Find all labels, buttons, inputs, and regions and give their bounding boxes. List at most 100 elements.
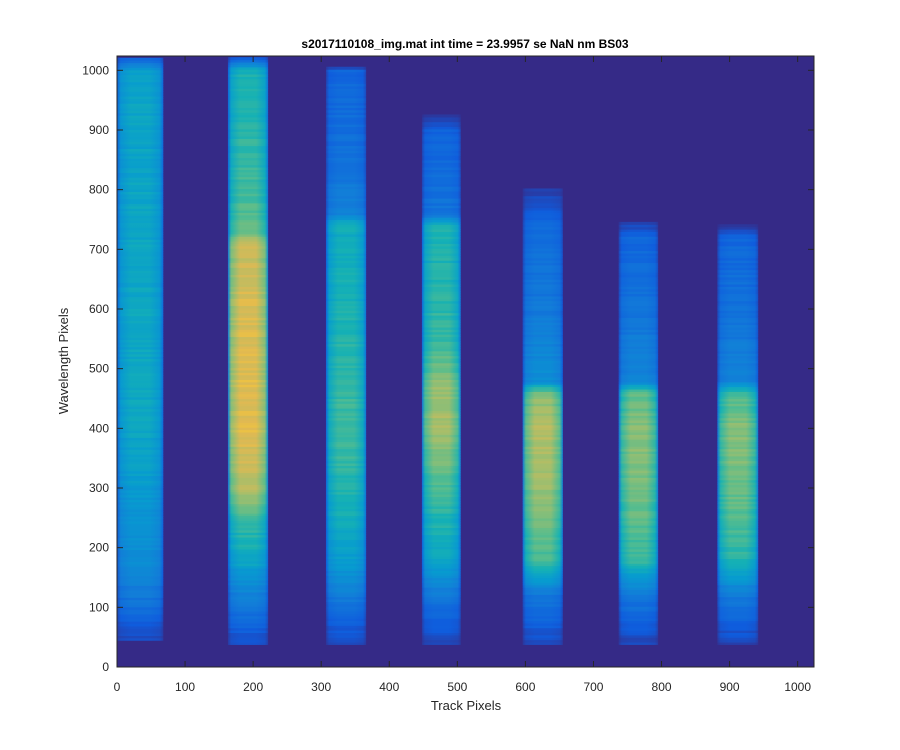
track-row-cell — [325, 384, 367, 388]
track-row-cell — [522, 522, 563, 526]
track-row-cell — [618, 517, 659, 521]
track-row-cell — [325, 97, 367, 101]
track-row-cell — [522, 271, 563, 275]
track-row-cell — [227, 317, 269, 321]
track-row-cell — [421, 219, 461, 223]
track-row-cell — [117, 179, 164, 183]
track-row-cell — [421, 295, 461, 299]
track-row-cell — [717, 248, 759, 252]
track-row-cell — [227, 567, 269, 571]
track-row-cell — [618, 579, 659, 583]
track-row-cell — [117, 62, 164, 66]
track-row-cell — [522, 587, 563, 591]
track-row-cell — [227, 451, 269, 454]
track-row-cell — [522, 405, 563, 409]
track-row-cell — [618, 486, 659, 490]
track-row-cell — [117, 208, 164, 212]
track-row-cell — [325, 570, 367, 574]
track-row-cell — [117, 272, 164, 276]
track-row-cell — [717, 546, 759, 550]
track-row-cell — [227, 539, 269, 543]
track-row-cell — [717, 393, 759, 397]
track-row-cell — [717, 577, 759, 581]
track-row-cell — [421, 209, 461, 213]
track-row-cell — [717, 350, 759, 354]
track-row-cell — [522, 314, 563, 318]
track-row-cell — [717, 620, 759, 624]
track-row-cell — [421, 307, 461, 311]
track-row-cell — [717, 591, 759, 595]
track-row-cell — [227, 291, 269, 295]
track-row-cell — [117, 391, 164, 395]
track-row-cell — [421, 524, 461, 528]
track-row-cell — [421, 377, 461, 381]
track-row-cell — [227, 350, 269, 354]
track-row-cell — [117, 67, 164, 71]
track-row-cell — [522, 255, 563, 259]
track-row-cell — [117, 403, 164, 407]
track-row-cell — [618, 451, 659, 454]
track-row-cell — [421, 472, 461, 476]
track-row-cell — [717, 343, 759, 347]
track-row-cell — [325, 374, 367, 378]
track-row-cell — [227, 138, 269, 142]
track-row-cell — [325, 627, 367, 631]
track-row-cell — [717, 606, 759, 610]
track-row-cell — [522, 422, 563, 426]
track-row-cell — [117, 408, 164, 412]
track-row-cell — [117, 232, 164, 236]
track-row-cell — [117, 234, 164, 238]
track-row-cell — [421, 508, 461, 512]
track-row-cell — [421, 541, 461, 545]
track-row-cell — [421, 369, 461, 373]
track-row-cell — [117, 329, 164, 333]
track-row-cell — [117, 601, 164, 605]
track-row-cell — [618, 441, 659, 445]
track-row-cell — [227, 455, 269, 459]
track-row-cell — [421, 615, 461, 619]
track-row-cell — [117, 451, 164, 455]
track-row-cell — [421, 159, 461, 163]
track-row-cell — [227, 135, 269, 139]
track-row-cell — [325, 260, 367, 264]
track-row-cell — [421, 532, 461, 536]
track-row-cell — [227, 245, 269, 249]
track-row-cell — [522, 567, 563, 571]
track-row-cell — [618, 279, 659, 283]
track-row-cell — [227, 546, 269, 550]
track-row-cell — [618, 334, 659, 338]
track-row-cell — [325, 104, 367, 108]
track-row-cell — [522, 396, 563, 400]
track-row-cell — [227, 128, 269, 132]
track-row-cell — [522, 532, 563, 536]
track-row-cell — [717, 362, 759, 366]
track-row-cell — [421, 539, 461, 543]
track-band — [421, 114, 461, 645]
track-row-cell — [421, 589, 461, 593]
track-row-cell — [618, 288, 659, 292]
track-row-cell — [117, 315, 164, 319]
track-row-cell — [227, 398, 269, 402]
track-row-cell — [227, 214, 269, 218]
track-row-cell — [717, 441, 759, 445]
track-row-cell — [227, 360, 269, 364]
track-row-cell — [117, 155, 164, 159]
track-row-cell — [421, 424, 461, 428]
track-row-cell — [117, 592, 164, 596]
track-row-cell — [717, 630, 759, 633]
track-row-cell — [117, 594, 164, 598]
track-row-cell — [522, 331, 563, 335]
track-row-cell — [117, 439, 164, 443]
track-row-cell — [717, 501, 759, 505]
track-row-cell — [522, 548, 563, 552]
track-row-cell — [618, 412, 659, 416]
track-row-cell — [227, 400, 269, 404]
track-row-cell — [117, 379, 164, 383]
track-row-cell — [117, 222, 164, 226]
track-row-cell — [522, 348, 563, 352]
track-row-cell — [618, 233, 659, 237]
track-row-cell — [325, 174, 367, 178]
track-row-cell — [522, 544, 563, 548]
track-row-cell — [717, 505, 759, 509]
track-row-cell — [717, 400, 759, 404]
